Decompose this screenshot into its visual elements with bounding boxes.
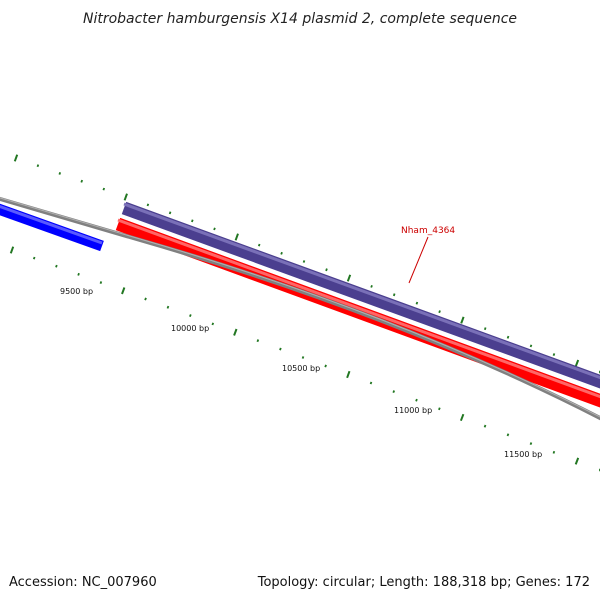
lower-tick-ring <box>9 246 600 472</box>
upper-tick <box>346 274 352 282</box>
gene-label-callout-line <box>408 236 429 284</box>
lower-tick <box>99 281 103 284</box>
upper-tick <box>234 233 239 241</box>
lower-tick <box>392 390 396 394</box>
lower-tick <box>552 450 556 454</box>
lower-tick <box>438 407 441 411</box>
upper-tick <box>168 211 172 215</box>
lower-tick <box>346 370 351 379</box>
lower-tick <box>233 328 238 336</box>
upper-tick-ring <box>13 154 600 374</box>
upper-tick <box>302 260 306 263</box>
upper-tick <box>325 268 328 272</box>
upper-tick <box>552 353 556 357</box>
upper-tick <box>392 293 396 297</box>
lower-tick <box>256 339 260 343</box>
gene-feature-nham-4364[interactable] <box>121 201 600 389</box>
lower-tick <box>9 246 15 254</box>
lower-tick <box>32 256 36 260</box>
genome-summary-text: Topology: circular; Length: 188,318 bp; … <box>257 575 590 590</box>
upper-tick <box>58 172 62 175</box>
upper-tick <box>529 344 533 348</box>
upper-tick <box>213 227 216 231</box>
lower-tick <box>459 413 465 422</box>
upper-tick <box>80 179 84 183</box>
gene-label-nham-4364[interactable]: Nham_4364 <box>401 226 455 236</box>
scale-label-9500: 9500 bp <box>60 287 93 296</box>
lower-tick <box>121 287 126 295</box>
lower-tick <box>77 272 80 276</box>
gene-feature-blue[interactable] <box>0 203 104 252</box>
upper-tick <box>191 219 194 223</box>
upper-tick <box>13 154 19 162</box>
lower-tick <box>211 322 215 326</box>
upper-tick <box>123 193 128 201</box>
lower-tick <box>369 381 373 385</box>
map-title: Nitrobacter hamburgensis X14 plasmid 2, … <box>83 11 517 27</box>
upper-tick <box>483 327 487 331</box>
accession-text: Accession: NC_007960 <box>9 575 157 590</box>
upper-tick <box>36 164 40 168</box>
lower-tick <box>55 264 58 268</box>
lower-tick <box>301 356 305 359</box>
upper-tick <box>460 316 465 324</box>
upper-tick <box>438 310 441 314</box>
lower-tick <box>506 433 510 437</box>
scale-label-11000: 11000 bp <box>394 406 432 415</box>
genome-backbone <box>0 196 600 421</box>
scale-label-11500: 11500 bp <box>504 450 542 459</box>
upper-tick <box>280 251 283 255</box>
upper-tick <box>574 359 580 367</box>
upper-tick <box>146 203 150 207</box>
upper-tick <box>506 335 510 339</box>
lower-tick <box>483 424 487 428</box>
upper-tick <box>257 243 261 247</box>
upper-tick <box>102 187 106 191</box>
lower-tick <box>324 364 327 368</box>
upper-tick <box>415 301 419 305</box>
lower-tick <box>574 457 580 465</box>
lower-tick <box>279 347 282 351</box>
scale-label-10500: 10500 bp <box>282 364 320 373</box>
upper-tick <box>370 284 373 288</box>
lower-tick <box>529 442 533 446</box>
lower-tick <box>166 305 170 309</box>
lower-tick <box>189 314 192 318</box>
scale-label-10000: 10000 bp <box>171 324 209 333</box>
lower-tick <box>415 398 418 402</box>
lower-tick <box>144 297 147 301</box>
